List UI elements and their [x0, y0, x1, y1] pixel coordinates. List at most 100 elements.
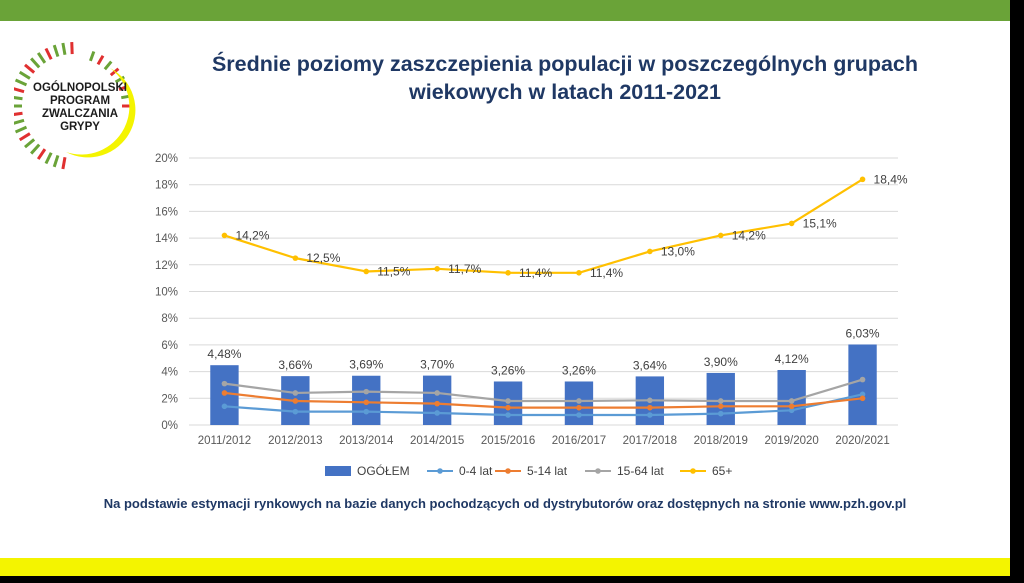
logo-spike — [36, 148, 47, 160]
line-data-label: 12,5% — [306, 251, 340, 265]
logo-text: OGÓLNOPOLSKI PROGRAM ZWALCZANIA GRYPY — [30, 82, 130, 134]
logo-spike — [14, 78, 28, 87]
data-point — [717, 232, 724, 239]
bar-data-label: 3,70% — [420, 358, 454, 372]
logo-spike — [24, 138, 36, 149]
y-tick-label: 8% — [161, 313, 178, 325]
data-point — [292, 390, 299, 396]
logo-spike — [61, 42, 67, 56]
legend-label: 65+ — [712, 464, 732, 478]
data-point — [647, 397, 653, 404]
data-point — [505, 270, 511, 276]
bar-data-label: 4,48% — [207, 347, 241, 361]
data-point — [859, 395, 866, 402]
bar-data-label: 3,66% — [278, 358, 312, 372]
legend-swatch — [325, 466, 351, 476]
slide-title: Średnie poziomy zaszczepienia populacji … — [170, 50, 960, 106]
logo-spike — [14, 118, 25, 125]
x-tick-label: 2012/2013 — [268, 435, 322, 447]
data-point — [434, 266, 440, 272]
x-tick-label: 2020/2021 — [835, 435, 889, 447]
flu-program-logo — [14, 41, 136, 170]
y-tick-label: 14% — [155, 233, 178, 245]
data-point — [788, 407, 795, 414]
vaccination-chart: 0% 2% 4% 6% 8% 10% 12% 14% 16% 18% 20% 2011/2012 201… — [155, 153, 908, 478]
logo-spike — [14, 87, 25, 94]
bar-data-label: 3,90% — [704, 355, 738, 369]
x-tick-label: 2019/2020 — [764, 435, 818, 447]
logo-spike — [89, 50, 96, 62]
bottom-yellow-bar — [0, 558, 1010, 576]
logo-spike — [18, 132, 31, 142]
y-tick-label: 6% — [161, 340, 178, 352]
line-data-label: 13,0% — [661, 244, 695, 258]
bar-data-label: 4,12% — [775, 352, 809, 366]
logo-spike — [14, 125, 28, 134]
y-tick-label: 2% — [161, 393, 178, 405]
data-point — [434, 410, 440, 416]
line-data-label: 11,5% — [377, 264, 410, 278]
data-point — [788, 220, 795, 227]
y-tick-label: 4% — [161, 367, 178, 379]
logo-spike — [14, 96, 23, 101]
footnote: Na podstawie estymacji rynkowych na bazi… — [103, 496, 907, 511]
title-line-1: Średnie poziomy zaszczepienia populacji … — [211, 52, 919, 76]
data-point — [292, 398, 299, 404]
data-point — [647, 412, 653, 418]
data-point — [221, 390, 228, 396]
x-tick-label: 2015/2016 — [481, 435, 535, 447]
data-point — [717, 410, 724, 417]
top-green-bar — [0, 0, 1010, 21]
data-point — [363, 408, 370, 415]
bar-data-label: 3,69% — [349, 358, 383, 372]
line-data-label: 11,4% — [590, 266, 623, 280]
data-point — [292, 408, 299, 415]
data-point — [717, 398, 724, 404]
series-line-65 — [224, 178, 864, 274]
legend-label: 15-64 lat — [617, 464, 664, 478]
data-point — [221, 403, 228, 410]
bar-data-label: 3,26% — [491, 363, 525, 377]
legend-marker — [437, 468, 443, 474]
data-point — [434, 400, 440, 407]
legend-marker — [505, 468, 511, 474]
logo-spike — [61, 156, 67, 170]
logo-spike — [14, 111, 23, 116]
series-line-5-14-lat — [224, 391, 863, 409]
data-point — [363, 268, 370, 275]
data-point — [505, 404, 511, 411]
title-line-2: wiekowych w latach 2011-2021 — [409, 80, 721, 104]
y-tick-label: 20% — [155, 153, 178, 165]
data-point — [434, 390, 440, 396]
y-tick-label: 16% — [155, 206, 178, 218]
logo-spike — [96, 55, 105, 66]
data-point — [647, 248, 653, 255]
line-data-label: 18,4% — [874, 172, 908, 186]
x-tick-label: 2011/2012 — [198, 435, 252, 447]
data-point — [788, 398, 795, 404]
data-point — [788, 403, 795, 410]
line-data-label: 14,2% — [732, 228, 766, 242]
data-point — [859, 376, 866, 383]
x-tick-label: 2017/2018 — [623, 435, 677, 447]
data-point — [221, 232, 228, 239]
line-data-label: 15,1% — [803, 216, 837, 230]
series-line-15-64-lat — [224, 378, 863, 403]
logo-spike — [30, 57, 41, 69]
logo-spike — [30, 143, 41, 155]
logo-spike — [103, 60, 113, 71]
y-tick-label: 12% — [155, 260, 178, 272]
logo-spike — [109, 67, 120, 77]
line-data-label: 11,7% — [448, 262, 481, 276]
x-tick-label: 2013/2014 — [339, 435, 394, 447]
data-point — [505, 412, 511, 418]
data-point — [363, 388, 370, 395]
bar-data-label: 3,26% — [562, 363, 596, 377]
data-point — [859, 391, 866, 398]
y-tick-label: 0% — [161, 420, 178, 432]
logo-spike — [44, 47, 53, 60]
logo-spike — [52, 154, 60, 168]
line-data-label: 11,4% — [519, 266, 552, 280]
legend-label: OGÓŁEM — [357, 463, 410, 478]
data-point — [576, 398, 582, 404]
